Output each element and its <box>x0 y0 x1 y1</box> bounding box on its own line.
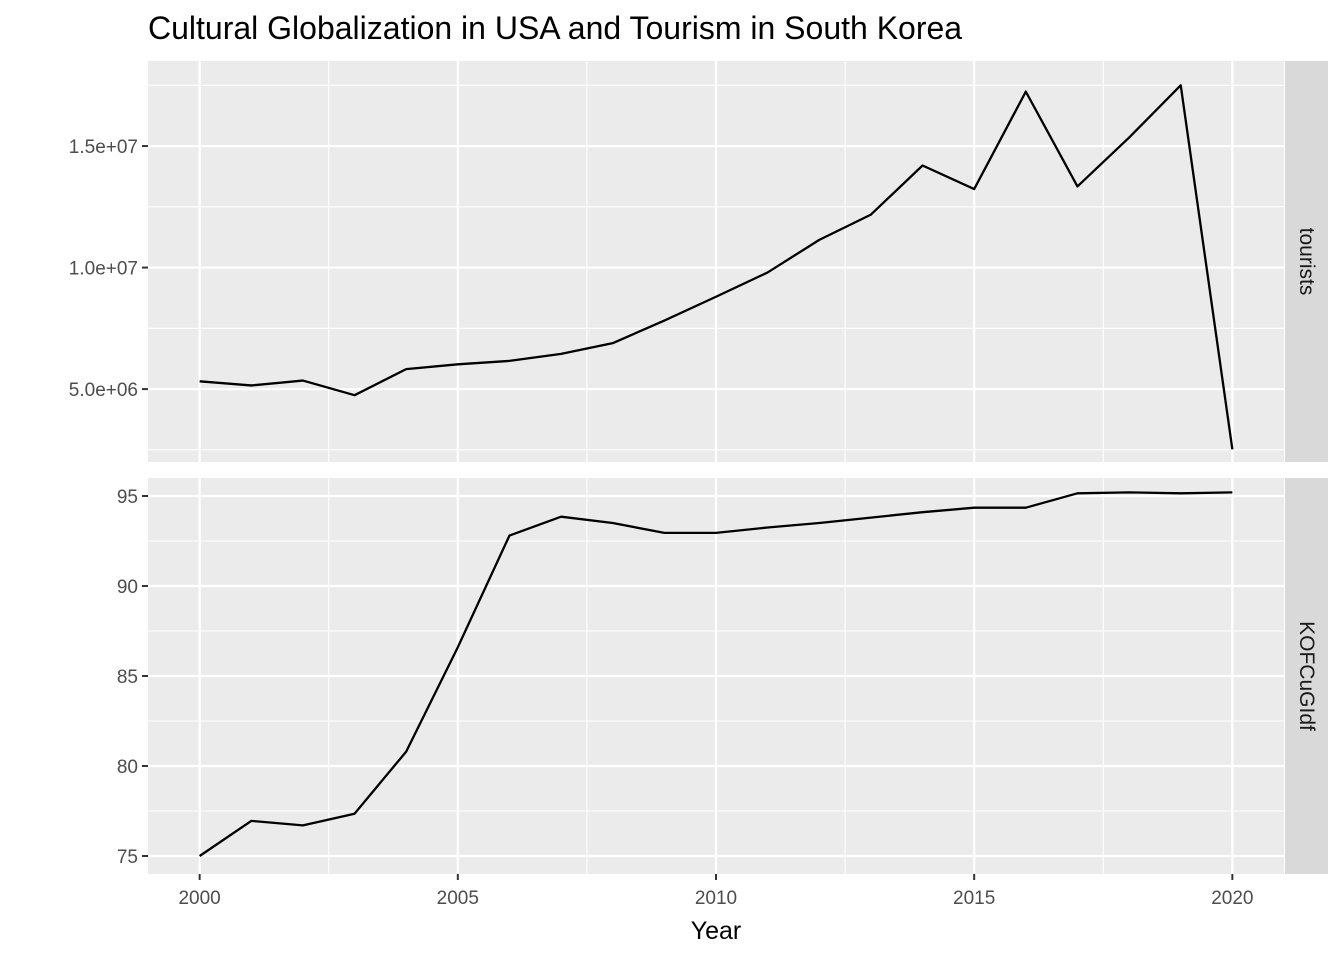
data-point <box>1230 447 1234 451</box>
data-point <box>1179 491 1183 495</box>
data-point <box>1075 491 1079 495</box>
data-point <box>714 531 718 535</box>
data-point <box>817 238 821 242</box>
data-point <box>766 526 770 530</box>
data-point <box>301 823 305 827</box>
facet-panels: 5.0e+06 1.0e+07 1.5e+07 tourists 75 80 85 90 95 K… <box>69 61 1328 874</box>
data-point <box>301 379 305 383</box>
data-point <box>559 352 563 356</box>
x-tick-label: 2010 <box>695 888 737 909</box>
data-point <box>404 750 408 754</box>
y-tick-label: 75 <box>117 847 138 868</box>
facet-strip-label: KOFCuGIdf <box>1295 621 1318 731</box>
x-tick-label: 2005 <box>437 888 479 909</box>
data-point <box>404 367 408 371</box>
data-point <box>249 819 253 823</box>
data-point <box>662 319 666 323</box>
data-point <box>456 362 460 366</box>
data-point <box>353 393 357 397</box>
x-tick-label: 2000 <box>178 888 220 909</box>
data-point <box>456 645 460 649</box>
data-point <box>249 383 253 387</box>
series-line <box>198 491 1233 857</box>
y-tick-label: 90 <box>117 577 138 598</box>
data-point <box>1024 90 1028 94</box>
y-tick-label: 95 <box>117 487 138 508</box>
data-point <box>1230 490 1234 494</box>
series-line <box>199 84 1234 450</box>
data-point <box>1024 506 1028 510</box>
data-point <box>869 213 873 217</box>
x-tick-label: 2020 <box>1211 888 1253 909</box>
data-point <box>611 521 615 525</box>
data-point <box>611 341 615 345</box>
x-axis-title: Year <box>691 917 742 945</box>
data-point <box>972 187 976 191</box>
data-point <box>972 506 976 510</box>
data-point <box>198 854 202 858</box>
data-point <box>921 164 925 168</box>
data-point <box>714 295 718 299</box>
data-point <box>869 516 873 520</box>
data-point <box>766 270 770 274</box>
data-point <box>559 515 563 519</box>
data-point <box>198 379 202 383</box>
data-point <box>353 812 357 816</box>
facet-panel-1: 75 80 85 90 95 KOFCuGIdf <box>117 478 1328 874</box>
data-point <box>507 534 511 538</box>
data-point <box>1075 184 1079 188</box>
y-tick-label: 85 <box>117 667 138 688</box>
y-tick-label: 80 <box>117 757 138 778</box>
facet-panel-0: 5.0e+06 1.0e+07 1.5e+07 tourists <box>69 61 1328 462</box>
facet-strip <box>1285 61 1328 462</box>
y-tick-label: 5.0e+06 <box>69 380 138 401</box>
data-point <box>662 531 666 535</box>
data-point <box>921 510 925 514</box>
facet-strip <box>1285 478 1328 874</box>
data-point <box>1179 83 1183 87</box>
y-tick-label: 1.0e+07 <box>69 259 138 280</box>
x-axis: 2000 2005 2010 2015 2020 <box>178 874 1254 909</box>
chart-title: Cultural Globalization in USA and Touris… <box>148 10 962 46</box>
data-point <box>1127 490 1131 494</box>
x-tick-label: 2015 <box>953 888 995 909</box>
data-point <box>1127 136 1131 140</box>
data-point <box>507 359 511 363</box>
y-tick-label: 1.5e+07 <box>69 137 138 158</box>
facet-strip-label: tourists <box>1295 228 1318 296</box>
data-point <box>817 521 821 525</box>
